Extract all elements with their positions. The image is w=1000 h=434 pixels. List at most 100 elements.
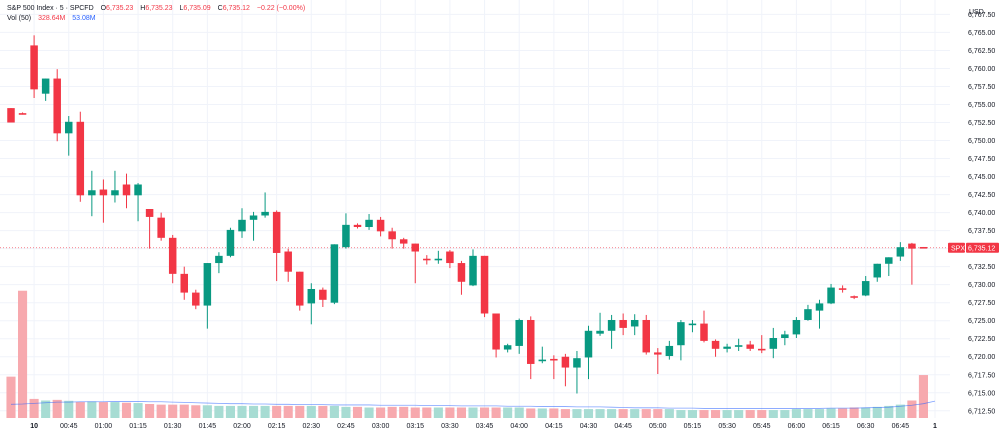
candle-body bbox=[168, 237, 177, 274]
candle-down bbox=[296, 271, 304, 311]
candle-body bbox=[192, 292, 200, 306]
candle-body bbox=[873, 263, 881, 278]
low-value: 6,735.09 bbox=[183, 5, 211, 12]
candle-up bbox=[538, 346, 547, 364]
volume-bar bbox=[225, 405, 235, 418]
candle-up bbox=[261, 192, 269, 218]
volume-bar bbox=[641, 409, 651, 418]
volume-ma-line bbox=[10, 400, 936, 409]
time-tick-label: 00:45 bbox=[60, 423, 78, 430]
candle-body bbox=[908, 243, 916, 249]
time-tick-label: 06:15 bbox=[822, 423, 840, 430]
volume-bar bbox=[145, 404, 155, 418]
volume-bar bbox=[433, 407, 443, 418]
time-tick-label: 01:45 bbox=[199, 423, 217, 430]
candle-body bbox=[457, 263, 466, 282]
candle-body bbox=[850, 296, 858, 298]
candle-up bbox=[804, 304, 812, 321]
candle-body bbox=[249, 215, 258, 220]
volume-label[interactable]: Vol (50) bbox=[7, 15, 32, 22]
candle-body bbox=[561, 356, 570, 368]
symbol-title[interactable]: S&P 500 Index · 5 · SPCFD bbox=[7, 5, 94, 12]
candle-body bbox=[411, 243, 419, 252]
candle-body bbox=[503, 345, 512, 350]
candle-body bbox=[665, 345, 674, 357]
volume-bar bbox=[757, 410, 767, 418]
candle-body bbox=[746, 344, 754, 349]
volume-bar bbox=[98, 402, 108, 418]
candle-down bbox=[53, 69, 61, 142]
candle-body bbox=[827, 287, 835, 304]
volume-bar bbox=[711, 410, 721, 418]
current-price-tags: SPX 6,735.12 bbox=[948, 242, 999, 253]
volume-bar bbox=[318, 405, 328, 418]
volume-bar bbox=[18, 290, 28, 418]
volume-bar bbox=[803, 409, 813, 418]
candle-down bbox=[76, 111, 85, 202]
candle-body bbox=[388, 231, 396, 240]
candle-body bbox=[307, 288, 316, 304]
candle-up bbox=[469, 249, 477, 287]
volume-bar bbox=[64, 400, 74, 418]
price-tick-label: 6,745.00 bbox=[968, 174, 995, 181]
volume-bar bbox=[6, 376, 16, 418]
volume-bar bbox=[202, 405, 212, 418]
candle-body bbox=[365, 219, 373, 228]
volume-bar bbox=[826, 408, 836, 418]
volume-bar bbox=[329, 405, 339, 418]
volume-bar bbox=[110, 402, 120, 418]
candle-up bbox=[630, 314, 639, 336]
volume-bar bbox=[653, 409, 663, 418]
time-axis[interactable]: 10 00:45 01:00 01:15 01:30 01:45 02:00 02:15 02:… bbox=[30, 423, 937, 430]
candle-body bbox=[919, 246, 928, 249]
candle-down bbox=[411, 243, 419, 284]
candle-body bbox=[838, 288, 847, 290]
candle-body bbox=[376, 219, 385, 232]
volume-bar bbox=[618, 409, 628, 418]
candle-up bbox=[827, 283, 835, 305]
candle-up bbox=[88, 170, 96, 217]
candle-up bbox=[330, 244, 339, 305]
candle-up bbox=[885, 257, 893, 277]
candle-up bbox=[792, 317, 801, 339]
volume-bar bbox=[364, 407, 374, 418]
volume-bar bbox=[214, 405, 224, 418]
time-tick-label: 05:45 bbox=[753, 423, 771, 430]
candle-down bbox=[388, 227, 396, 249]
candle-body bbox=[630, 319, 639, 327]
candle-down bbox=[423, 255, 431, 265]
candle-up bbox=[41, 78, 50, 101]
candle-body bbox=[446, 251, 454, 264]
candle-body bbox=[550, 358, 558, 361]
candle-up bbox=[515, 318, 523, 354]
candle-up bbox=[573, 350, 581, 394]
candle-body bbox=[122, 184, 131, 196]
candle-body bbox=[145, 209, 154, 217]
price-tick-label: 6,762.50 bbox=[968, 48, 995, 55]
volume-bar bbox=[572, 409, 582, 418]
time-tick-label: 03:15 bbox=[406, 423, 424, 430]
volume-bar bbox=[260, 405, 270, 418]
volume-bar bbox=[272, 405, 282, 418]
price-tick-label: 6,737.50 bbox=[968, 228, 995, 235]
volume-bar bbox=[306, 405, 316, 418]
candle-body bbox=[18, 113, 27, 115]
price-tick-label: 6,720.00 bbox=[968, 354, 995, 361]
candle-down bbox=[758, 335, 766, 354]
volume-bar bbox=[549, 408, 559, 418]
candle-up bbox=[677, 319, 685, 361]
price-axis[interactable]: 6,767.50 6,765.00 6,762.50 6,760.00 6,757.50… bbox=[968, 12, 995, 415]
candle-body bbox=[527, 319, 535, 364]
candle-up bbox=[365, 214, 373, 230]
volume-bar bbox=[121, 402, 132, 418]
candle-body bbox=[30, 45, 38, 90]
volume-bar bbox=[491, 407, 501, 418]
symbol-tag-text: SPX bbox=[951, 245, 965, 252]
time-tick-label: 01:00 bbox=[95, 423, 113, 430]
volume-ma-value: 53.08M bbox=[72, 15, 96, 22]
volume-bar bbox=[884, 405, 894, 418]
candle-body bbox=[896, 247, 905, 257]
price-tick-label: 6,767.50 bbox=[968, 12, 995, 19]
volume-bar bbox=[780, 410, 790, 418]
